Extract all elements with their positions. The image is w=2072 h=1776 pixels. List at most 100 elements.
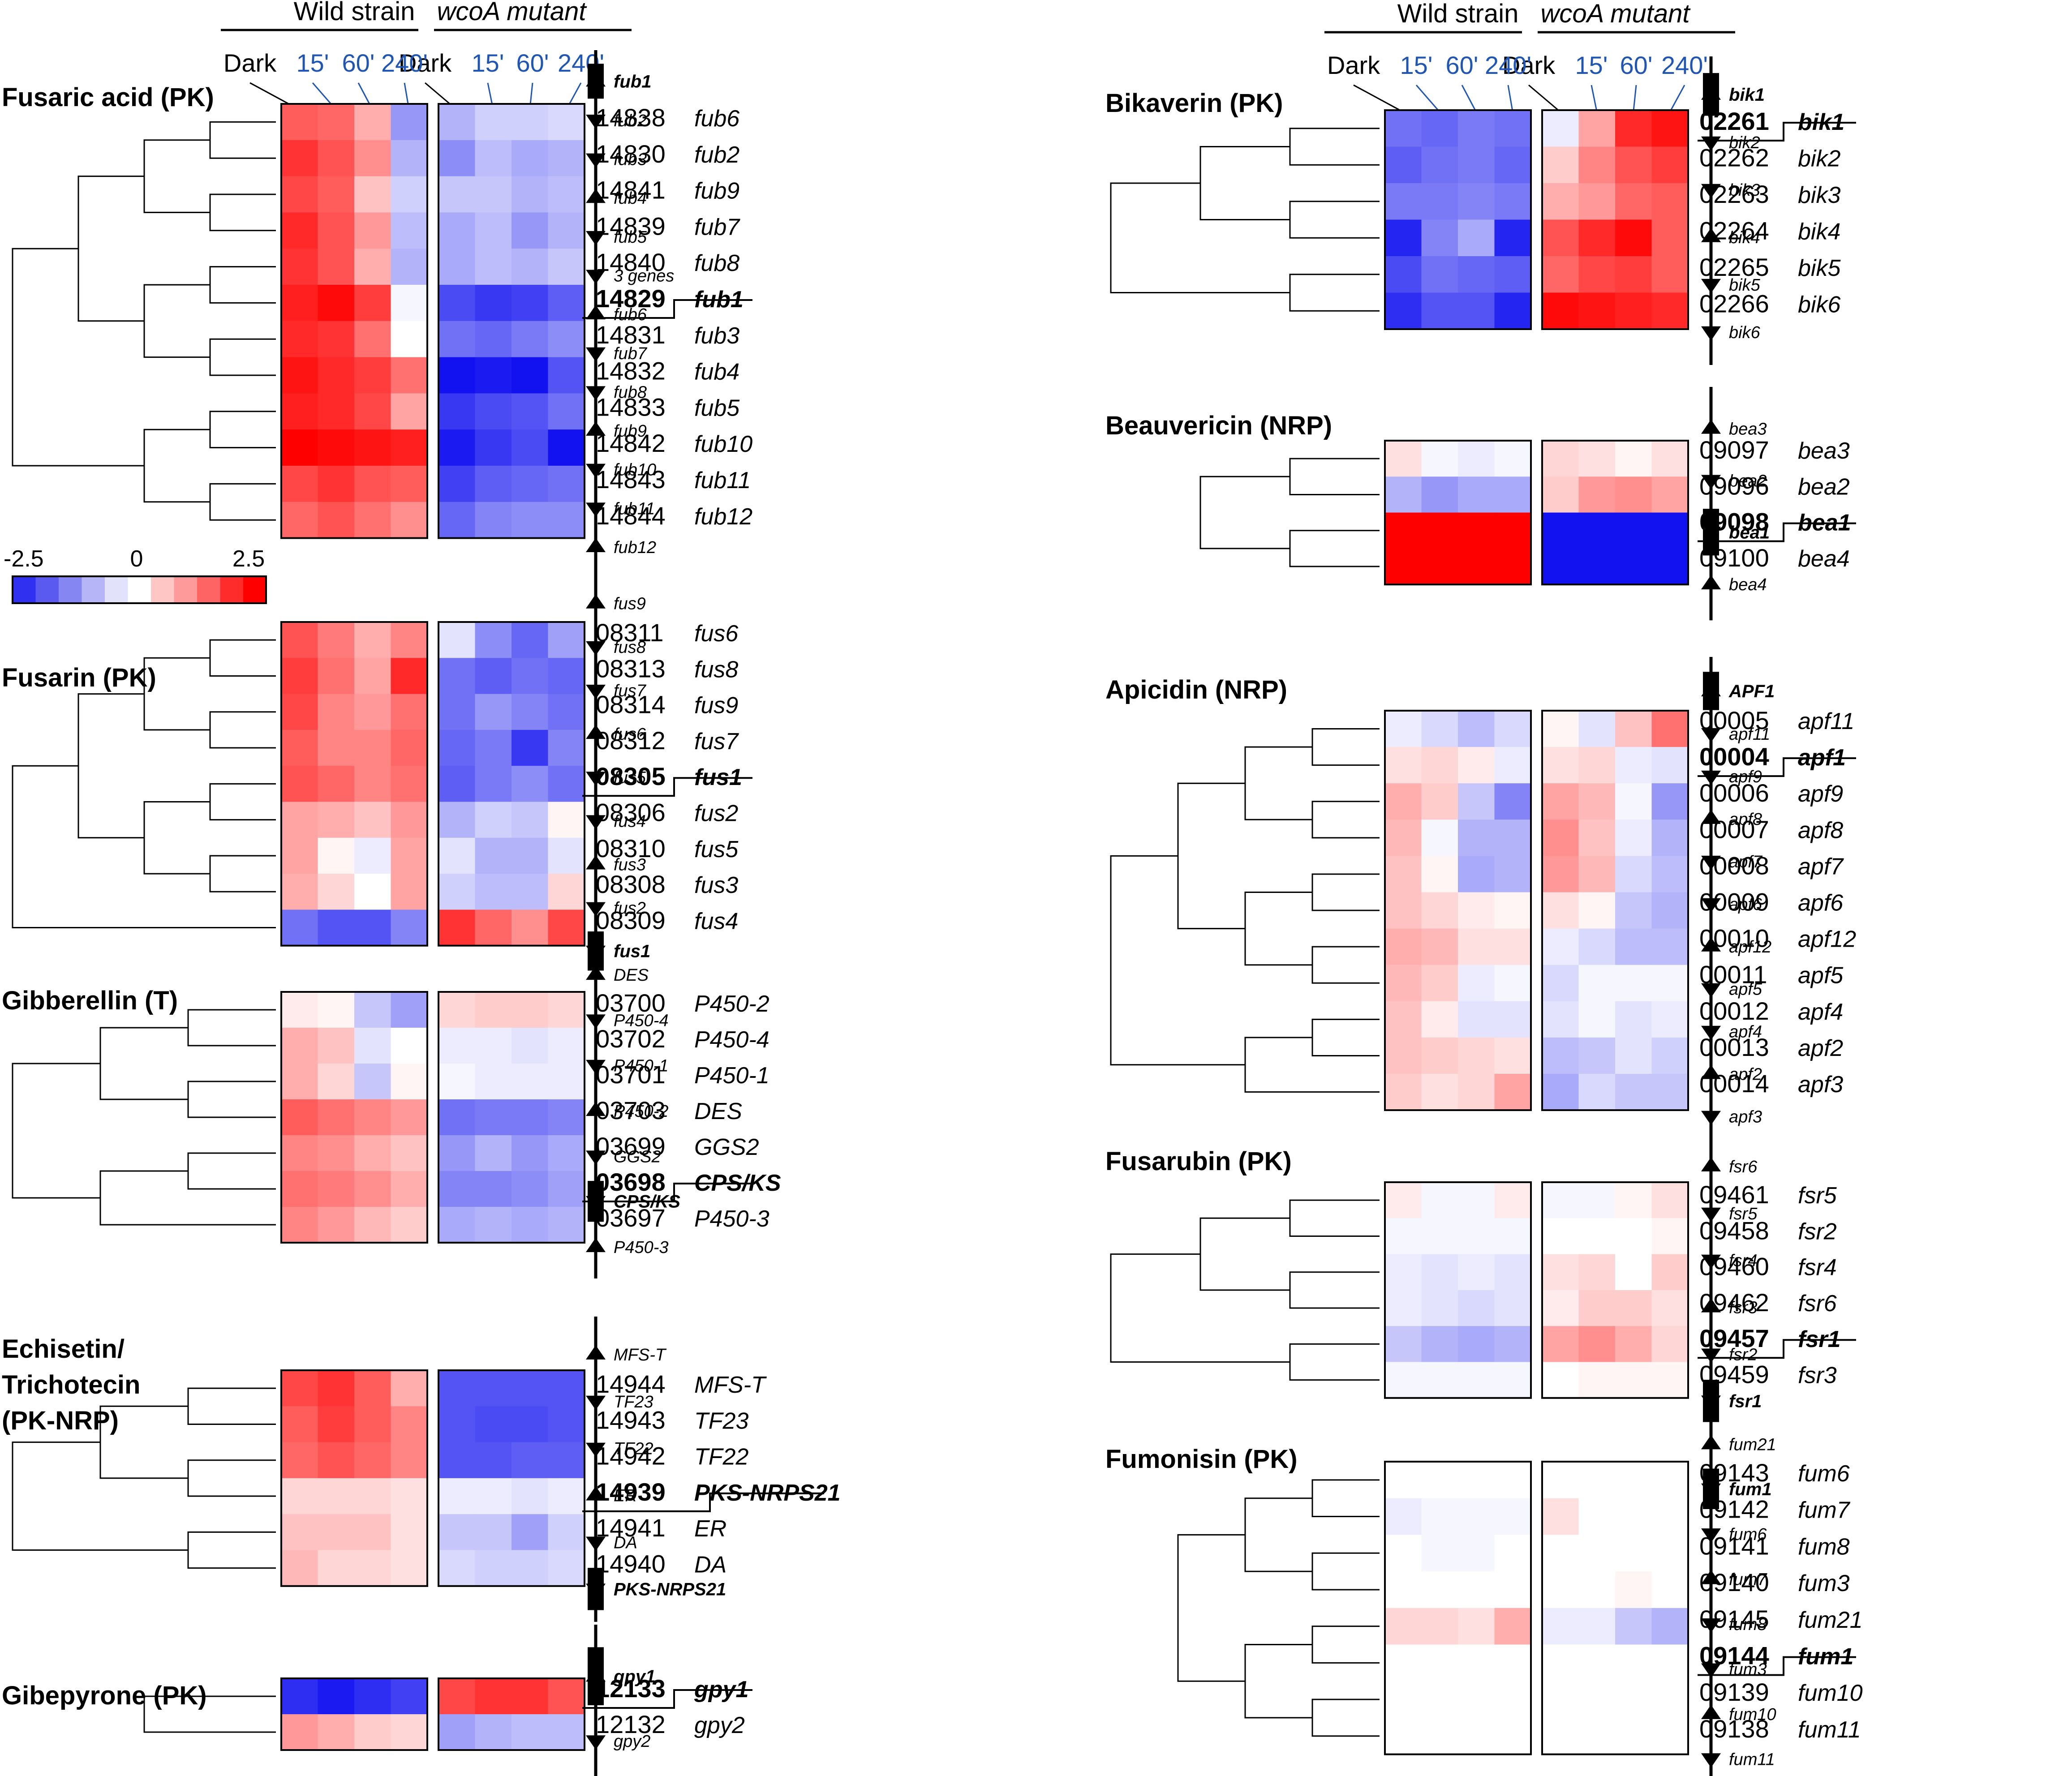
heatmap-cell-mutant bbox=[548, 1370, 585, 1407]
timepoint-label: Dark bbox=[1502, 51, 1556, 79]
dendrogram-branch bbox=[209, 783, 276, 821]
legend-swatch bbox=[128, 576, 151, 603]
heatmap-cell-mutant bbox=[1542, 1254, 1579, 1291]
gene-id-label: 14939 bbox=[596, 1478, 666, 1506]
gene-name-label: P450-3 bbox=[694, 1206, 769, 1232]
gene-name-label: apf11 bbox=[1798, 708, 1854, 734]
heatmap-frame-mutant bbox=[438, 103, 585, 539]
heatmap-cell-mutant bbox=[512, 1099, 548, 1136]
gene-name-label: P450-2 bbox=[694, 991, 769, 1017]
heatmap-cell-mutant bbox=[1651, 819, 1689, 856]
gene-name-label: fub8 bbox=[694, 250, 739, 276]
heatmap-cell-mutant bbox=[438, 1028, 475, 1064]
heatmap-cell-wild bbox=[1458, 1001, 1495, 1038]
heatmap-cell-mutant bbox=[1542, 512, 1579, 549]
heatmap-cell-mutant bbox=[475, 909, 512, 946]
heatmap-cell-mutant bbox=[512, 694, 548, 730]
heatmap-cell-wild bbox=[1494, 1571, 1531, 1609]
gene-arrow bbox=[1701, 1064, 1721, 1079]
heatmap-cell-wild bbox=[1494, 965, 1531, 1002]
heatmap-cell-mutant bbox=[1651, 928, 1689, 965]
heatmap-cell-mutant bbox=[1651, 548, 1689, 585]
heatmap-cell-wild bbox=[391, 992, 428, 1028]
heatmap-cell-mutant bbox=[1651, 219, 1689, 257]
heatmap-cell-wild bbox=[281, 837, 318, 874]
heatmap-cell-mutant bbox=[1651, 1608, 1689, 1645]
heatmap-cell-wild bbox=[1458, 548, 1495, 585]
heatmap-cell-wild bbox=[1385, 1254, 1422, 1291]
heatmap-cell-mutant bbox=[475, 1064, 512, 1100]
heatmap-cell-wild bbox=[318, 1171, 355, 1207]
heatmap-cell-wild bbox=[354, 729, 391, 766]
heatmap-cell-mutant bbox=[438, 393, 475, 430]
heatmap-cell-mutant bbox=[438, 1514, 475, 1550]
heatmap-cell-mutant bbox=[475, 1207, 512, 1243]
heatmap-cell-wild bbox=[354, 249, 391, 285]
heatmap-cell-mutant bbox=[438, 729, 475, 766]
gene-arrow bbox=[1701, 1207, 1721, 1222]
heatmap-cell-wild bbox=[1385, 1462, 1422, 1499]
heatmap-cell-mutant bbox=[438, 321, 475, 358]
heatmap-cell-wild bbox=[1494, 1462, 1531, 1499]
gene-id-label: 14842 bbox=[596, 429, 666, 457]
heatmap-cell-wild bbox=[1458, 1608, 1495, 1645]
heatmap-frame-mutant bbox=[1541, 710, 1689, 1111]
heatmap-cell-wild bbox=[1421, 1326, 1458, 1362]
heatmap-cell-mutant bbox=[475, 429, 512, 466]
heatmap-cell-mutant bbox=[1615, 292, 1652, 330]
heatmap-cell-wild bbox=[1458, 1218, 1495, 1255]
gene-name-label: fsr3 bbox=[1798, 1363, 1837, 1389]
gene-name-label: fus2 bbox=[694, 801, 738, 827]
gene-id-label: 08305 bbox=[596, 762, 666, 790]
dendrogram-branch bbox=[187, 1009, 276, 1047]
mutant-header: wcoA mutant bbox=[1540, 0, 1691, 28]
heatmap-cell-mutant bbox=[1542, 819, 1579, 856]
gene-name-label: fub5 bbox=[694, 395, 740, 421]
heatmap-cell-mutant bbox=[512, 1028, 548, 1064]
heatmap-cell-wild bbox=[1494, 1535, 1531, 1572]
dendrogram-branch bbox=[12, 765, 276, 929]
heatmap-cell-wild bbox=[1385, 441, 1422, 477]
gene-name-label: bea3 bbox=[1798, 438, 1850, 464]
heatmap-cell-wild bbox=[354, 1442, 391, 1479]
legend-swatch bbox=[243, 576, 267, 603]
heatmap-cell-mutant bbox=[475, 992, 512, 1028]
heatmap-cell-mutant bbox=[1578, 183, 1616, 220]
heatmap-cell-wild bbox=[318, 285, 355, 322]
gene-diagram-label: fub1 bbox=[614, 72, 651, 91]
dendrogram-branch bbox=[1311, 1018, 1380, 1056]
gene-id-label: 03701 bbox=[596, 1060, 666, 1089]
heatmap-cell-mutant bbox=[1651, 1644, 1689, 1682]
heatmap-cell-wild bbox=[1421, 1037, 1458, 1074]
heatmap-cell-wild bbox=[281, 212, 318, 249]
heatmap-cell-mutant bbox=[512, 1442, 548, 1479]
gene-name-label: apf9 bbox=[1798, 781, 1843, 807]
heatmap-cell-mutant bbox=[548, 1406, 585, 1443]
heatmap-cell-wild bbox=[354, 874, 391, 910]
heatmap-cell-mutant bbox=[1542, 1290, 1579, 1326]
gene-id-label: 08309 bbox=[596, 906, 666, 934]
heatmap-cell-wild bbox=[1421, 1681, 1458, 1718]
legend-min-label: -2.5 bbox=[4, 546, 44, 572]
heatmap-cell-mutant bbox=[1578, 146, 1616, 184]
dendrogram-branch bbox=[1289, 1343, 1380, 1381]
heatmap-cell-wild bbox=[354, 622, 391, 658]
gene-arrow bbox=[586, 815, 606, 830]
gene-arrow bbox=[1701, 1753, 1721, 1768]
heatmap-cell-wild bbox=[391, 1064, 428, 1100]
heatmap-cell-mutant bbox=[475, 104, 512, 141]
heatmap-cell-mutant bbox=[1542, 747, 1579, 784]
heatmap-cell-mutant bbox=[438, 1714, 475, 1750]
heatmap-cell-mutant bbox=[512, 249, 548, 285]
heatmap-cell-mutant bbox=[438, 249, 475, 285]
heatmap-cell-wild bbox=[391, 357, 428, 394]
heatmap-cell-wild bbox=[318, 357, 355, 394]
gene-diagram-label: fus5 bbox=[614, 768, 646, 787]
gene-id-label: 14841 bbox=[596, 176, 666, 204]
legend-max-label: 2.5 bbox=[232, 546, 265, 572]
heatmap-cell-wild bbox=[1458, 512, 1495, 549]
dendrogram-branch bbox=[1311, 873, 1380, 911]
heatmap-cell-mutant bbox=[512, 1678, 548, 1715]
gene-id-label: 08311 bbox=[596, 618, 664, 647]
heatmap-cell-wild bbox=[354, 1099, 391, 1136]
